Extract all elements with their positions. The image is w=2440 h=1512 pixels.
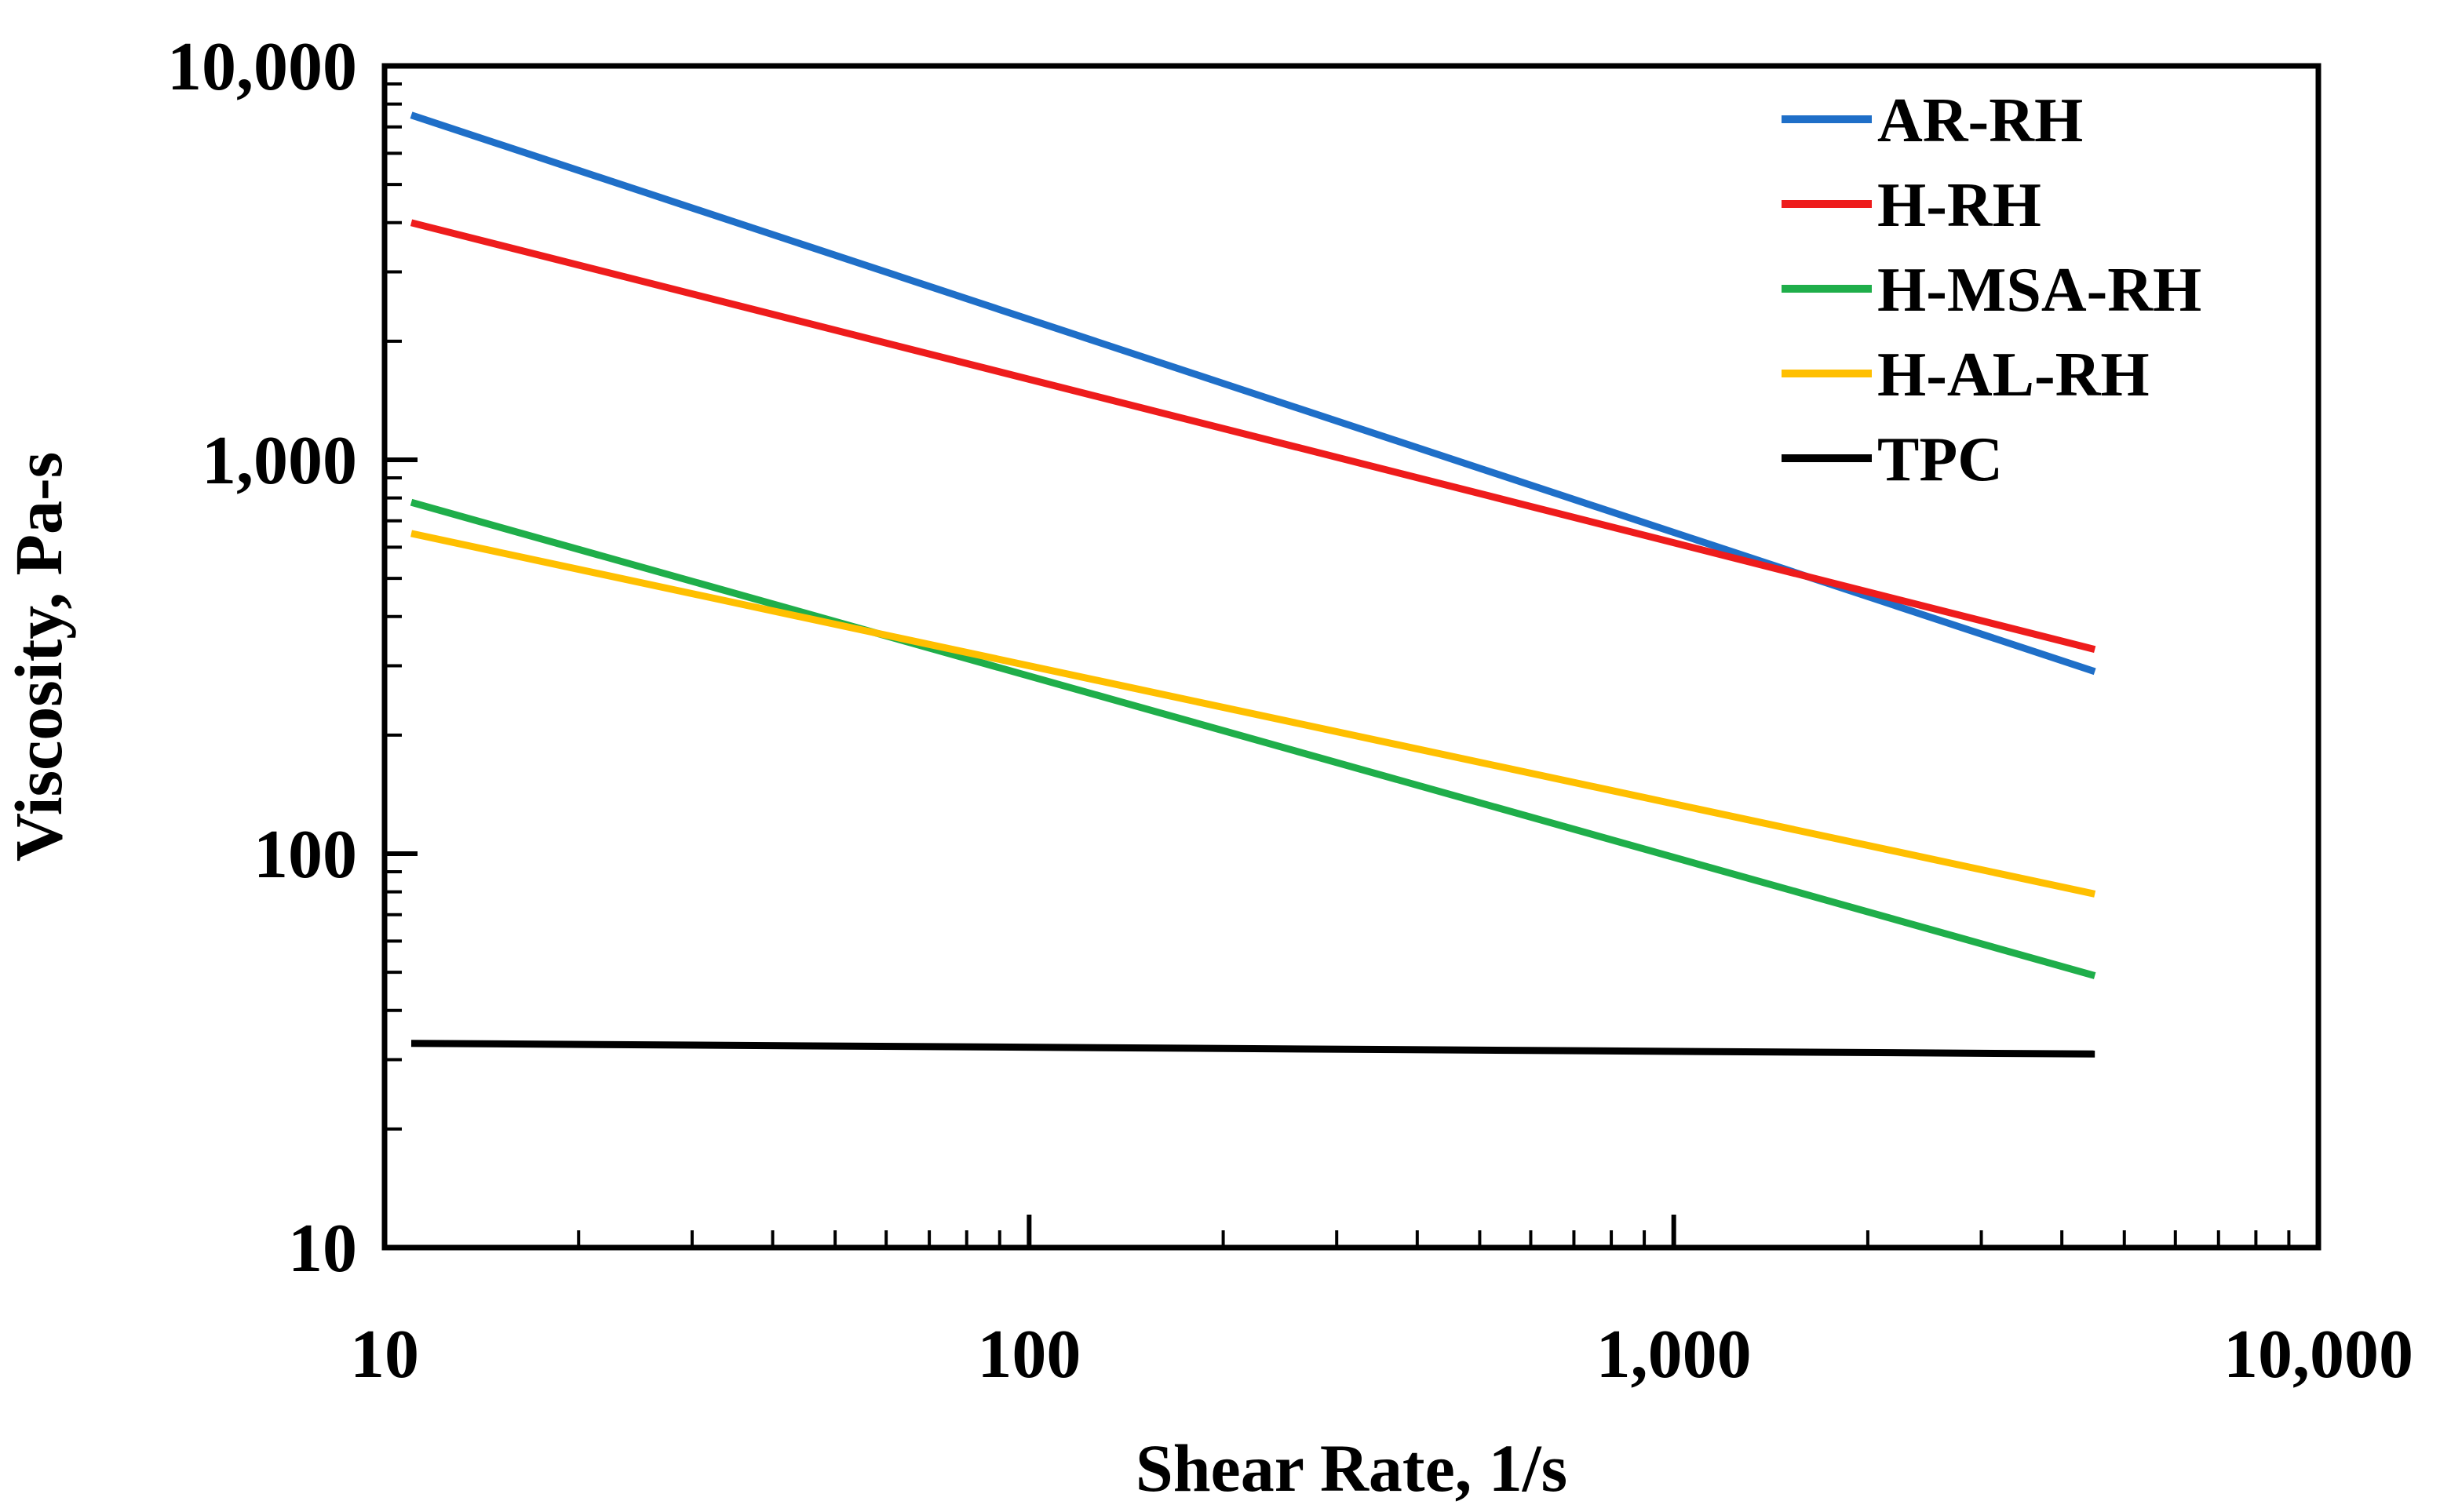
minor-ticks — [385, 82, 2291, 1248]
y-axis-title: Viscosity, Pa-s — [1, 452, 76, 862]
x-tick-label: 10,000 — [2223, 1317, 2413, 1393]
series-lines — [410, 111, 2096, 1058]
y-tick-label: 10,000 — [167, 29, 357, 105]
series-line-h-al-rh — [410, 530, 2096, 898]
x-tick-label: 100 — [977, 1317, 1081, 1393]
legend-label: TPC — [1877, 425, 2003, 494]
series-line-h-msa-rh — [410, 498, 2096, 979]
legend-label: H-MSA-RH — [1877, 256, 2201, 325]
x-tick-label: 1,000 — [1596, 1317, 1752, 1393]
y-tick-label: 1,000 — [202, 423, 357, 499]
legend-label: AR-RH — [1877, 86, 2083, 155]
legend-label: H-AL-RH — [1877, 341, 2150, 410]
x-tick-labels: 10 100 1,000 10,000 — [350, 1317, 2413, 1393]
series-line-tpc — [410, 1040, 2095, 1058]
legend: AR-RH H-RH H-MSA-RH H-AL-RH TPC — [1782, 86, 2201, 494]
series-line-h-rh — [410, 219, 2096, 654]
y-tick-labels: 10 100 1,000 10,000 — [167, 29, 357, 1287]
y-tick-label: 10 — [288, 1211, 357, 1287]
x-axis-title: Shear Rate, 1/s — [1136, 1430, 1567, 1506]
legend-label: H-RH — [1877, 171, 2041, 240]
x-tick-label: 10 — [350, 1317, 419, 1393]
y-tick-label: 100 — [253, 817, 357, 893]
major-ticks — [382, 64, 2321, 1250]
plot-area — [381, 63, 2321, 1251]
